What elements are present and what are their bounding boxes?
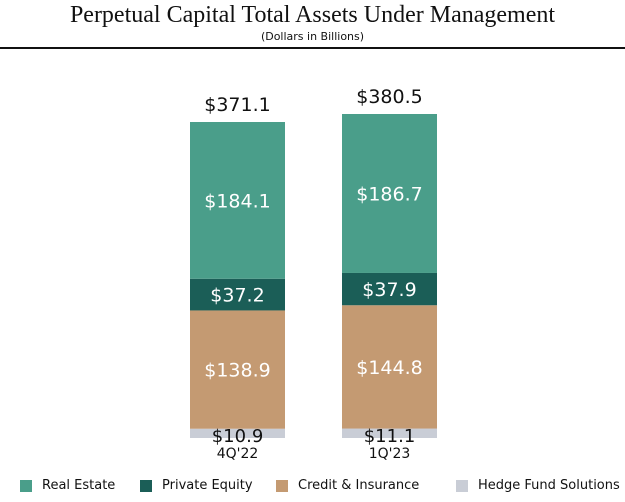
legend-swatch	[140, 479, 152, 492]
legend-item-credit-insurance: Credit & Insurance	[276, 478, 419, 493]
legend-item-private-equity: Private Equity	[140, 478, 253, 493]
bar-segment	[342, 305, 437, 429]
total-label: $380.5	[356, 86, 422, 108]
data-label: $144.8	[356, 357, 422, 379]
data-label: $37.9	[362, 279, 416, 301]
legend-item-hedge-fund-solutions: Hedge Fund Solutions	[456, 478, 620, 493]
legend-swatch	[20, 479, 32, 492]
legend-label: Hedge Fund Solutions	[478, 478, 620, 493]
bar-segment	[190, 122, 285, 279]
bar-segment	[190, 278, 285, 311]
data-label: $11.1	[364, 426, 416, 447]
title-divider	[0, 47, 625, 49]
legend-item-real-estate: Real Estate	[20, 478, 115, 493]
bar-segment	[190, 428, 285, 438]
bar-segment	[190, 310, 285, 429]
legend-label: Credit & Insurance	[298, 478, 420, 493]
chart-title: Perpetual Capital Total Assets Under Man…	[69, 2, 556, 28]
data-label: $184.1	[204, 190, 270, 212]
bar-segment	[342, 272, 437, 306]
data-label: $186.7	[356, 183, 422, 205]
data-label: $37.2	[210, 285, 264, 307]
category-label: 1Q'23	[369, 446, 411, 462]
category-label: 4Q'22	[217, 446, 259, 462]
legend-label: Private Equity	[162, 478, 253, 493]
legend-label: Real Estate	[42, 478, 116, 493]
bar-segment	[342, 114, 437, 273]
total-label: $371.1	[204, 94, 270, 116]
legend-swatch	[456, 479, 468, 492]
legend-swatch	[276, 479, 288, 492]
chart-subtitle: (Dollars in Billions)	[260, 30, 365, 43]
bar-segment	[342, 428, 437, 438]
data-label: $10.9	[212, 426, 264, 447]
data-label: $138.9	[204, 360, 270, 382]
